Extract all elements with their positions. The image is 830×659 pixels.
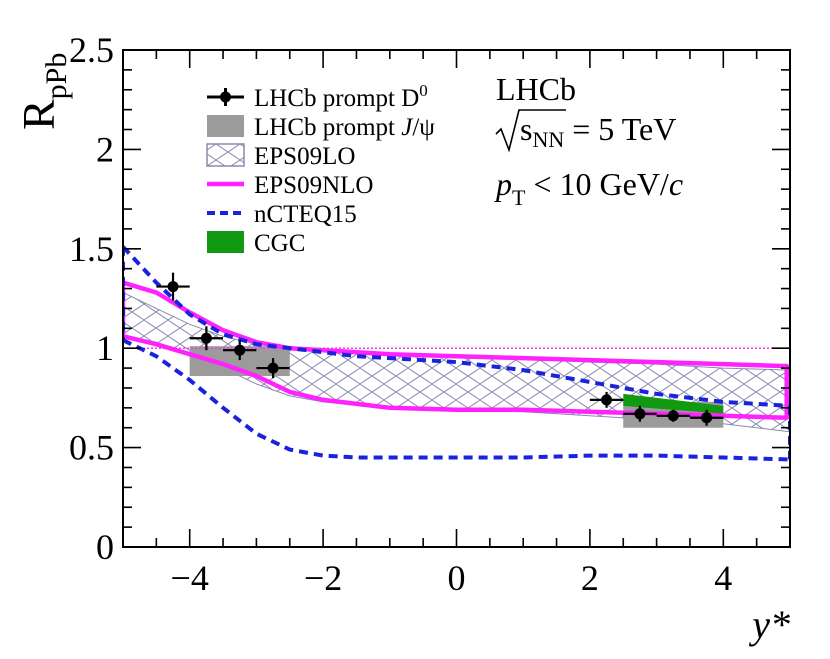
pt-cut: < 10 GeV/ bbox=[525, 166, 668, 202]
y-axis-label-main: R bbox=[13, 99, 64, 130]
d0-point-1 bbox=[189, 326, 224, 351]
y-tick-label: 1.5 bbox=[69, 229, 114, 269]
d0-point-2 bbox=[223, 340, 257, 361]
legend-entry-cgc: CGC bbox=[207, 230, 305, 257]
energy-symbol: s bbox=[520, 111, 532, 147]
cgc-band bbox=[623, 393, 724, 414]
plot-area bbox=[123, 245, 791, 462]
legend-d0-marker bbox=[220, 91, 231, 103]
y-tick-label: 2 bbox=[96, 129, 114, 169]
energy-text: sNN = 5 TeV bbox=[520, 111, 676, 152]
d0-point-6 bbox=[656, 409, 690, 422]
legend-label-jpsi-tail: /ψ bbox=[412, 114, 435, 141]
pt-unit: c bbox=[669, 166, 683, 202]
legend-label-cgc: CGC bbox=[254, 230, 305, 257]
y-axis-label: RpPb bbox=[13, 53, 73, 130]
legend-label-d0: LHCb prompt D0 bbox=[254, 81, 428, 112]
legend-entry-ncteq15: nCTEQ15 bbox=[207, 201, 357, 228]
legend-entry-jpsi: LHCb prompt J/ψ bbox=[207, 114, 435, 141]
y-axis-label-sub: pPb bbox=[40, 53, 73, 100]
sqrt-sign bbox=[495, 109, 566, 153]
x-tick-label: 2 bbox=[581, 558, 599, 598]
legend-eps09lo-swatch bbox=[206, 143, 245, 167]
d0-point-6-marker bbox=[667, 410, 679, 422]
legend-jpsi-swatch bbox=[207, 115, 244, 137]
annotations: LHCb sNN = 5 TeV pT < 10 GeV/c bbox=[494, 71, 683, 210]
d0-point-3 bbox=[256, 358, 290, 379]
d0-point-1-marker bbox=[200, 332, 212, 344]
d0-point-0 bbox=[156, 272, 190, 301]
d0-point-4-marker bbox=[601, 394, 613, 406]
energy-sub: NN bbox=[532, 127, 564, 152]
legend-label-ncteq15: nCTEQ15 bbox=[254, 201, 357, 228]
legend-label-eps09lo-text: EPS09LO bbox=[254, 143, 355, 170]
d0-points bbox=[156, 272, 724, 426]
axes: −4 −2 0 2 4 0 0.5 1 1.5 2 2.5 bbox=[69, 30, 791, 598]
d0-point-3-marker bbox=[267, 362, 279, 374]
d0-point-4 bbox=[589, 391, 624, 408]
legend-entry-eps09lo: EPS09LO bbox=[206, 143, 355, 170]
d0-point-7-marker bbox=[701, 412, 713, 424]
d0-point-5 bbox=[623, 405, 657, 422]
y-tick-label: 0.5 bbox=[69, 428, 114, 468]
legend-label-ncteq15-text: nCTEQ15 bbox=[254, 201, 357, 228]
legend-label-cgc-text: CGC bbox=[254, 230, 305, 257]
ncteq15-upper bbox=[123, 245, 791, 408]
ncteq15-lower bbox=[123, 338, 791, 462]
legend-label-jpsi: LHCb prompt J/ψ bbox=[254, 114, 435, 141]
eps09nlo-band-outline bbox=[123, 280, 789, 421]
d0-point-5-marker bbox=[634, 408, 646, 420]
y-tick-label: 0 bbox=[96, 527, 114, 567]
cgc-band-fill bbox=[623, 393, 724, 414]
d0-point-2-marker bbox=[234, 344, 246, 356]
energy-label: sNN = 5 TeV bbox=[495, 109, 676, 153]
legend-label-eps09nlo: EPS09NLO bbox=[254, 172, 373, 199]
legend-entry-d0: LHCb prompt D0 bbox=[207, 81, 428, 112]
d0-point-0-marker bbox=[167, 281, 179, 293]
x-axis-label: y* bbox=[748, 602, 790, 647]
pt-symbol: p bbox=[494, 166, 512, 202]
x-tick-label: −2 bbox=[304, 558, 342, 598]
d0-point-7 bbox=[689, 409, 724, 426]
experiment-label: LHCb bbox=[496, 71, 576, 107]
legend-label-jpsi-italic: J bbox=[401, 114, 414, 141]
legend-label-eps09nlo-text: EPS09NLO bbox=[254, 172, 373, 199]
energy-value: = 5 TeV bbox=[564, 111, 676, 147]
eps09nlo-band bbox=[123, 280, 789, 421]
y-tick-label: 1 bbox=[96, 328, 114, 368]
y-tick-label: 2.5 bbox=[69, 30, 114, 70]
eps09lo-band-fill bbox=[123, 292, 790, 432]
legend-entry-eps09nlo: EPS09NLO bbox=[207, 172, 373, 199]
legend-label-jpsi-text: LHCb prompt bbox=[254, 114, 401, 141]
legend-cgc-swatch bbox=[207, 231, 244, 253]
pt-sub: T bbox=[512, 185, 526, 210]
legend-label-d0-text: LHCb prompt D bbox=[254, 85, 419, 112]
legend-label-eps09lo: EPS09LO bbox=[254, 143, 355, 170]
x-tick-label: 0 bbox=[448, 558, 466, 598]
x-tick-label: 4 bbox=[714, 558, 732, 598]
x-tick-label: −4 bbox=[171, 558, 209, 598]
legend-label-d0-sup: 0 bbox=[419, 81, 428, 100]
pt-label: pT < 10 GeV/c bbox=[494, 166, 683, 210]
